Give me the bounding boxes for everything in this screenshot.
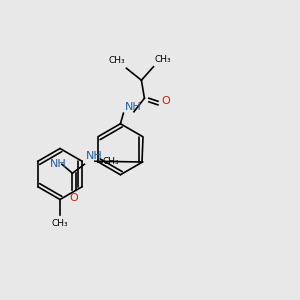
Text: O: O	[70, 193, 79, 203]
Text: CH₃: CH₃	[108, 56, 125, 65]
Text: NH: NH	[125, 102, 142, 112]
Text: CH₃: CH₃	[103, 158, 119, 166]
Text: NH: NH	[50, 159, 67, 169]
Text: O: O	[161, 96, 170, 106]
Text: NH: NH	[86, 151, 103, 161]
Text: CH₃: CH₃	[155, 55, 172, 64]
Text: CH₃: CH₃	[52, 219, 68, 228]
